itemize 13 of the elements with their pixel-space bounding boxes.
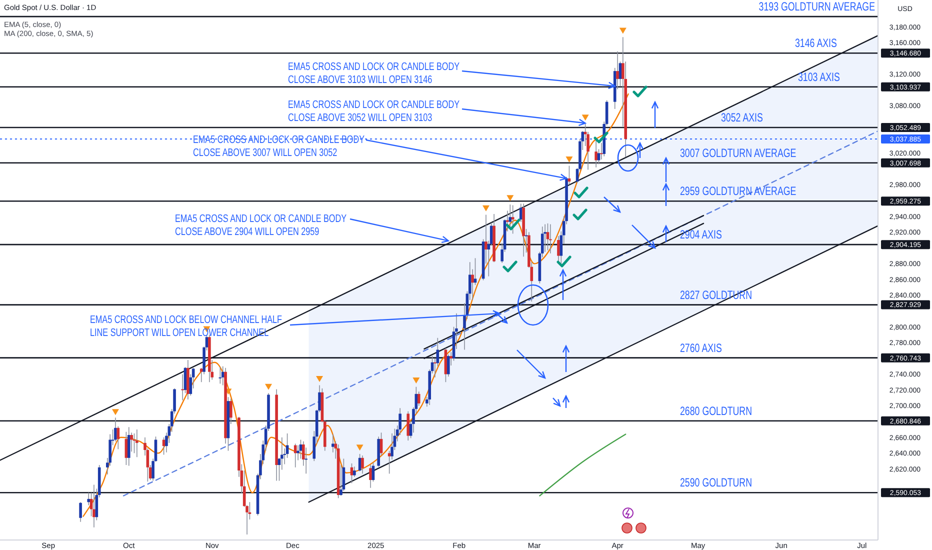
ref-line-label: 3052 AXIS [721,111,763,125]
ref-line-label: 2760 AXIS [680,342,722,356]
ref-line-label: 2959 GOLDTURN AVERAGE [680,184,796,199]
ref-line-label: 3193 GOLDTURN AVERAGE [758,0,875,14]
ref-line-label: 2590 GOLDTURN [680,476,752,490]
ref-line-label: 3007 GOLDTURN AVERAGE [680,146,796,160]
annotation: EMA5 CROSS AND LOCK OR CANDLE BODY CLOSE ABOVE 3052 WILL OPEN 3103 [288,98,460,124]
ref-line-label: 2680 GOLDTURN [680,404,752,418]
ref-line-label: 3146 AXIS [795,36,837,51]
ref-line-label: 3103 AXIS [798,70,840,84]
ref-line-label: 2904 AXIS [680,228,722,242]
annotation: EMA5 CROSS AND LOCK OR CANDLE BODY CLOSE ABOVE 3103 WILL OPEN 3146 [288,60,460,86]
annotation: EMA5 CROSS AND LOCK OR CANDLE BODY CLOSE ABOVE 2904 WILL OPEN 2959 [175,212,347,238]
